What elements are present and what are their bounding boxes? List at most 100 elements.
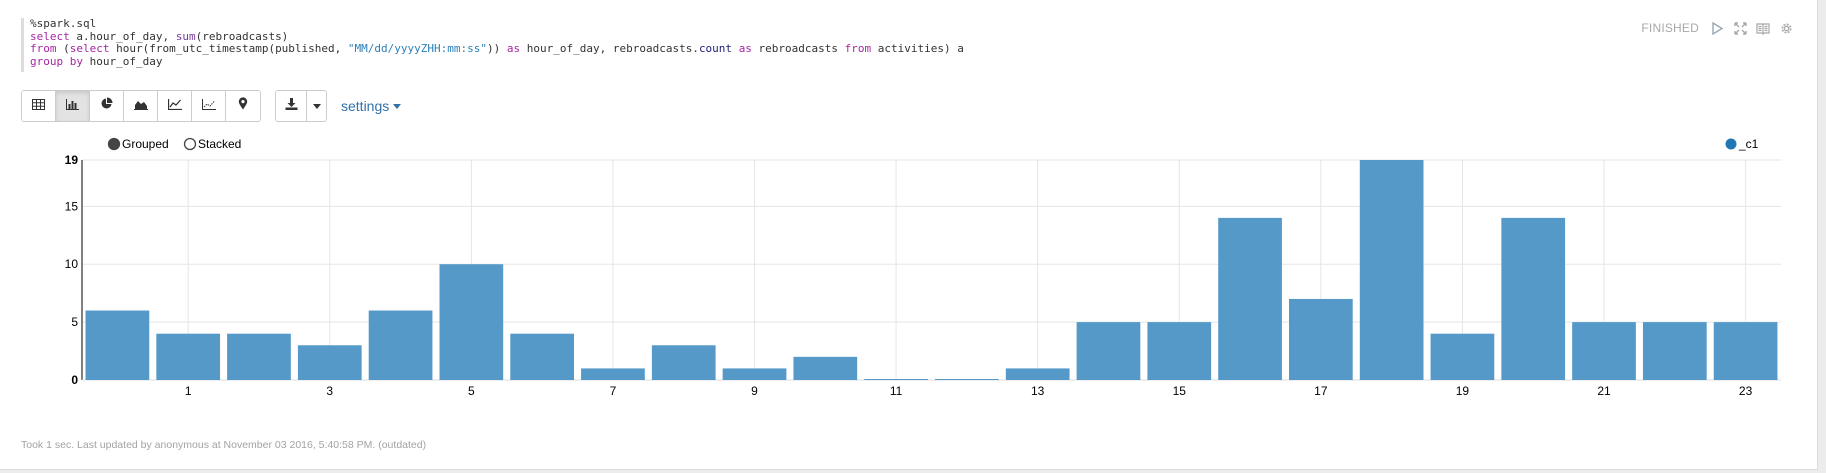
code-token: (	[56, 42, 70, 55]
code-token: hour(from_utc_timestamp(published,	[109, 42, 348, 55]
map-view-button[interactable]	[226, 91, 260, 121]
x-tick-label: 19	[1456, 384, 1470, 398]
bar-chart-view-button[interactable]	[56, 91, 90, 121]
gear-icon[interactable]	[1779, 21, 1793, 35]
table-icon	[32, 97, 45, 115]
paragraph-controls: FINISHED	[1641, 21, 1793, 35]
x-tick-label: 3	[326, 384, 333, 398]
map-marker-icon	[238, 97, 248, 115]
chart-type-button-group	[21, 90, 261, 122]
code-token: select	[30, 29, 70, 43]
bar	[368, 310, 433, 380]
play-icon[interactable]	[1710, 21, 1724, 35]
settings-label: settings	[341, 98, 390, 114]
code-token: rebroadcasts	[751, 42, 845, 55]
x-tick-label: 17	[1314, 384, 1328, 398]
legend-label[interactable]: _c1	[1738, 137, 1759, 151]
x-tick-label: 5	[468, 384, 475, 398]
code-token: as	[506, 42, 521, 55]
bar	[1642, 322, 1707, 380]
bar	[1147, 322, 1212, 380]
x-tick-label: 11	[890, 384, 903, 398]
y-tick-label: 0	[71, 373, 78, 387]
bar	[510, 333, 575, 380]
bar	[1218, 217, 1282, 380]
code-token: count	[698, 42, 733, 55]
bar	[156, 333, 221, 380]
bar	[1076, 322, 1141, 380]
line-chart-view-button[interactable]	[158, 91, 192, 121]
x-tick-label: 7	[610, 384, 617, 398]
scatter-chart-view-button[interactable]	[192, 91, 226, 121]
scatter-chart-icon	[201, 97, 216, 115]
download-icon	[285, 97, 298, 115]
line-chart-icon	[167, 97, 182, 115]
stacked-radio[interactable]	[183, 137, 197, 151]
bar	[1288, 298, 1353, 380]
code-token: %spark.sql	[30, 17, 97, 30]
code-token: ))	[487, 42, 507, 55]
code-token: as	[738, 42, 752, 55]
code-token: a.hour_of_day,	[69, 29, 176, 43]
bar	[1430, 333, 1495, 380]
bar	[935, 379, 999, 380]
bar	[864, 379, 928, 380]
bar	[1359, 160, 1424, 380]
grouped-label[interactable]: Grouped	[122, 137, 169, 151]
bar	[722, 368, 787, 380]
chevron-down-icon	[393, 103, 402, 109]
code-token: "MM/dd/yyyyZHH:mm:ss"	[347, 42, 487, 55]
download-button[interactable]	[276, 91, 307, 121]
code-token: select	[69, 42, 110, 55]
status-label: FINISHED	[1641, 21, 1699, 35]
code-line: %spark.sql	[30, 17, 1501, 31]
x-tick-label: 9	[751, 384, 758, 398]
x-tick-label: 13	[1031, 384, 1045, 398]
bar	[297, 345, 362, 380]
x-tick-label: 15	[1173, 384, 1187, 398]
code-token: from	[30, 42, 57, 55]
x-tick-label: 21	[1597, 384, 1611, 398]
book-icon[interactable]	[1756, 21, 1770, 35]
code-token: hour_of_day, rebroadcasts.	[520, 42, 699, 55]
code-token: activities) a	[871, 42, 964, 55]
bar-chart-icon	[66, 97, 79, 115]
code-token: from	[844, 42, 872, 55]
bar	[227, 333, 291, 380]
bar	[85, 310, 150, 380]
y-tick-label: 5	[71, 315, 78, 329]
download-button-group	[275, 90, 327, 122]
table-view-button[interactable]	[22, 91, 56, 121]
bar	[793, 356, 858, 380]
settings-dropdown[interactable]: settings	[341, 98, 402, 114]
paragraph-footer: Took 1 sec. Last updated by anonymous at…	[21, 439, 427, 451]
bar	[1713, 322, 1778, 380]
bar	[581, 368, 645, 380]
code-line: from (select hour(from_utc_timestamp(pub…	[30, 42, 1501, 56]
area-chart-view-button[interactable]	[124, 91, 158, 121]
code-line: select a.hour_of_day, sum(rebroadcasts)	[30, 29, 1501, 44]
code-token: sum	[175, 29, 196, 43]
bar	[1572, 322, 1636, 380]
bar	[439, 264, 504, 380]
stacked-label[interactable]: Stacked	[198, 137, 241, 151]
x-tick-label: 23	[1739, 384, 1753, 398]
area-chart-icon	[133, 97, 148, 115]
y-tick-label: 15	[65, 199, 79, 213]
visualization-toolbar: settings	[21, 90, 402, 122]
y-tick-label: 19	[65, 153, 79, 167]
code-token: hour_of_day	[82, 54, 163, 68]
chevron-down-icon	[312, 103, 321, 109]
grouped-radio[interactable]	[107, 137, 121, 151]
code-editor[interactable]: %spark.sql select a.hour_of_day, sum(rebr…	[21, 17, 1501, 72]
pie-chart-view-button[interactable]	[90, 91, 124, 121]
x-tick-label: 1	[185, 384, 192, 398]
download-options-toggle[interactable]	[307, 91, 326, 121]
code-token: group by	[30, 54, 83, 68]
expand-icon[interactable]	[1733, 21, 1747, 35]
bar	[651, 345, 716, 380]
pie-chart-icon	[100, 97, 113, 115]
legend-marker[interactable]	[1725, 138, 1737, 150]
